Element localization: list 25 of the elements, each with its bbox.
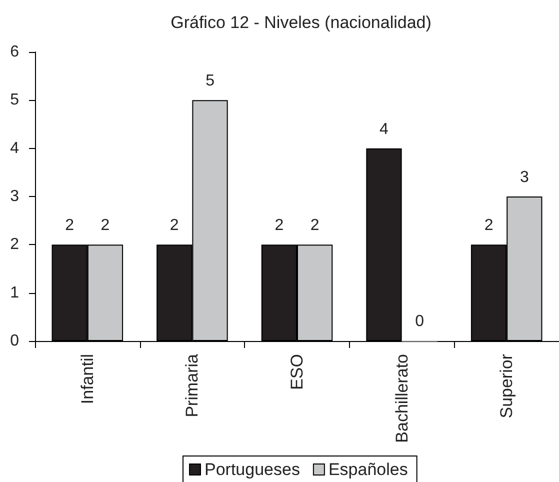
chart-title: Gráfico 12 - Niveles (nacionalidad) — [170, 13, 432, 32]
y-tick-label: 2 — [10, 236, 20, 254]
data-label: 3 — [520, 169, 529, 186]
y-tick-label: 6 — [10, 44, 20, 60]
x-tick-label: Primaria — [182, 353, 202, 418]
y-tick-label: 5 — [10, 92, 20, 109]
data-label: 2 — [484, 217, 494, 234]
legend-label: Españoles — [328, 460, 408, 479]
data-label: 2 — [274, 217, 284, 234]
legend-label: Portugueses — [204, 460, 300, 479]
x-tick-label: Infantil — [78, 354, 97, 404]
data-label: 2 — [170, 217, 179, 234]
data-label: 2 — [100, 217, 110, 234]
data-label: 4 — [380, 120, 389, 138]
data-label: 0 — [415, 313, 424, 330]
x-tick-label: Bachillerato — [392, 354, 412, 443]
data-label: 2 — [65, 217, 74, 234]
data-label: 2 — [310, 217, 320, 234]
y-tick-label: 3 — [10, 188, 20, 205]
y-tick-label: 0 — [10, 332, 20, 350]
y-tick-label: 4 — [10, 140, 20, 157]
x-tick-label: ESO — [288, 354, 306, 390]
data-label: 5 — [206, 72, 215, 90]
x-tick-label: Superior — [497, 354, 516, 418]
y-tick-label: 1 — [10, 284, 20, 302]
